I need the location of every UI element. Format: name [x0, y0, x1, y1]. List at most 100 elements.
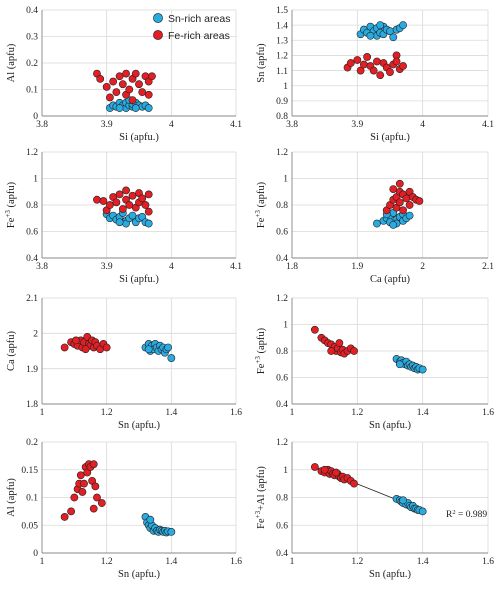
y-tick-label: 0.6: [276, 521, 288, 531]
data-point: [415, 197, 424, 205]
y-tick-label: 1.2: [276, 438, 288, 448]
data-point: [373, 57, 381, 66]
data-point: [138, 194, 147, 203]
x-axis-label: Ca (apfu): [370, 274, 410, 285]
y-tick-label: 0.8: [276, 201, 288, 211]
x-tick-label: 1.9: [351, 262, 363, 272]
data-point: [122, 186, 130, 195]
y-tick-label: 1: [283, 82, 288, 92]
x-tick-label: 1: [40, 557, 45, 567]
y-tick-label: 0.4: [26, 254, 38, 264]
y-tick-label: 0.4: [276, 254, 288, 264]
data-point: [125, 201, 134, 209]
y-tick-label: 0.6: [26, 228, 38, 238]
x-axis-label: Sn (apfu.): [369, 569, 411, 580]
series-fe-rich: [310, 325, 358, 358]
x-axis-label: Si (apfu.): [370, 132, 410, 143]
x-tick-label: 1.2: [351, 557, 363, 567]
y-tick-label: 0: [33, 549, 38, 559]
data-point: [350, 347, 358, 355]
x-axis-label: Sn (apfu.): [118, 569, 160, 580]
data-point: [144, 219, 153, 228]
series-fe-rich: [60, 332, 111, 354]
data-point: [99, 197, 108, 205]
data-point: [369, 66, 378, 75]
data-point: [395, 360, 404, 369]
data-point: [67, 507, 75, 516]
data-point: [405, 211, 414, 220]
x-tick-label: 4.1: [230, 120, 242, 130]
x-tick-label: 4: [169, 262, 174, 272]
y-tick-label: 2: [33, 330, 38, 340]
chart-panel-3: 0.4 0.6 0.8 1 1.2 3.8 3.9 4 4.1 Si (apfu.) Fe+3 (a…: [4, 148, 242, 285]
x-axis-label: Si (apfu.): [119, 274, 159, 285]
series-sn-rich: [141, 340, 176, 362]
data-point: [356, 66, 365, 75]
data-point: [144, 345, 153, 354]
y-tick-label: 0.8: [26, 201, 38, 211]
y-tick-label: 1.9: [26, 365, 38, 375]
data-point: [96, 75, 105, 83]
data-point: [389, 220, 398, 229]
series-fe-rich: [310, 463, 358, 488]
data-point: [60, 343, 69, 352]
x-tick-label: 1.2: [351, 408, 363, 418]
data-point: [376, 21, 385, 30]
data-point: [144, 90, 153, 99]
x-tick-label: 3.8: [286, 120, 298, 130]
x-tick-label: 1.2: [101, 557, 113, 567]
data-point: [72, 336, 80, 345]
data-point: [167, 528, 176, 536]
data-point: [81, 345, 90, 354]
x-tick-label: 1.6: [230, 557, 242, 567]
data-point: [89, 460, 98, 469]
x-tick-label: 2: [420, 262, 425, 272]
x-tick-label: 1.4: [165, 557, 177, 567]
y-tick-label: 0.6: [276, 374, 288, 384]
series-fe-rich: [382, 179, 424, 215]
y-tick-label: 0.9: [276, 97, 288, 107]
x-tick-label: 3.9: [101, 262, 113, 272]
data-point: [399, 496, 407, 505]
y-axis-label: Sn (apfu): [256, 43, 267, 83]
y-tick-label: 0.8: [276, 112, 288, 122]
data-point: [109, 77, 118, 86]
y-tick-label: 1.2: [26, 148, 38, 158]
data-point: [112, 88, 121, 97]
data-point: [93, 493, 101, 502]
y-axis-label: Al (apfu): [6, 43, 17, 82]
data-point: [135, 80, 143, 89]
data-point: [346, 59, 355, 67]
y-tick-label: 1.2: [276, 52, 288, 62]
data-point: [115, 218, 124, 227]
x-tick-label: 1.6: [230, 408, 242, 418]
data-point: [332, 468, 340, 477]
x-tick-label: 3.9: [101, 120, 113, 130]
data-point: [131, 69, 140, 78]
data-point: [310, 325, 319, 334]
x-tick-label: 3.9: [351, 120, 363, 130]
data-point: [76, 471, 85, 480]
y-tick-label: 1.2: [276, 148, 288, 158]
x-tick-label: 2.1: [482, 262, 494, 272]
y-axis-label: Fe+3 (apfu): [254, 181, 267, 228]
data-point: [128, 191, 137, 200]
x-tick-label: 1: [40, 408, 45, 418]
y-tick-label: 0.15: [21, 466, 38, 476]
data-point: [395, 198, 404, 207]
y-tick-label: 1.3: [276, 36, 288, 46]
data-point: [102, 82, 111, 91]
data-point: [310, 463, 319, 471]
x-tick-label: 1.2: [101, 408, 113, 418]
data-point: [146, 515, 155, 524]
y-tick-label: 0.4: [26, 6, 38, 16]
data-point: [141, 201, 150, 209]
chart-panel-6: 0.4 0.6 0.8 1 1.2 1 1.2 1.4 1.6 Sn (apfu.) Fe+3 (a…: [254, 294, 494, 431]
y-tick-label: 0.1: [26, 86, 38, 96]
x-tick-label: 1.6: [482, 408, 494, 418]
series-fe-rich: [60, 460, 106, 521]
series-sn-rich: [141, 513, 176, 537]
data-point: [399, 62, 407, 70]
data-point: [97, 499, 106, 507]
